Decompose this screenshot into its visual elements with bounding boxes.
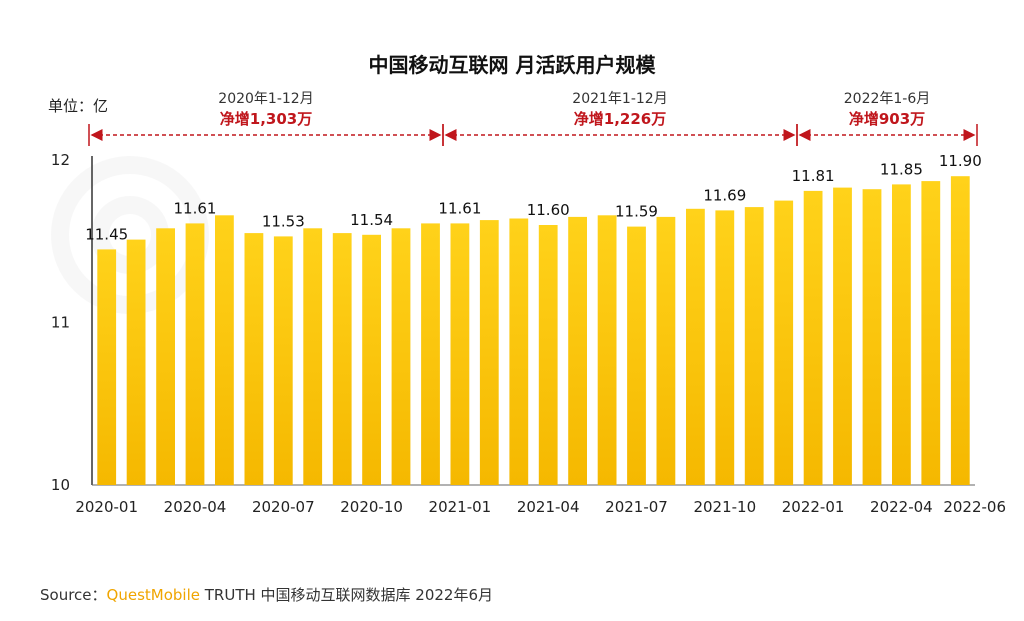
period-range: 2021年1-12月 (572, 91, 667, 107)
bar-2022-04 (892, 184, 911, 485)
bar-2022-01 (803, 190, 823, 485)
bar-2021-05 (568, 216, 587, 485)
data-label: 11.53 (262, 212, 305, 230)
bar-2020-07 (273, 236, 293, 485)
bar-2021-06 (597, 215, 617, 486)
x-tick-label: 2021-04 (517, 498, 580, 516)
bar-2020-06 (244, 233, 264, 485)
bar-series (97, 176, 970, 486)
bar-2021-04 (538, 225, 558, 485)
bar-2020-03 (156, 228, 175, 486)
bar-2021-09 (686, 208, 705, 486)
source-footer: Source：QuestMobile TRUTH 中国移动互联网数据库 2022… (40, 584, 493, 605)
data-labels: 11.45 11.61 11.53 11.54 11.61 11.60 11.59 11.69… (85, 152, 982, 243)
x-tick-label: 2020-01 (75, 498, 138, 516)
bar-2021-08 (656, 216, 676, 485)
bar-2020-01 (97, 249, 117, 485)
x-tick-label: 2022-01 (782, 498, 845, 516)
bar-2021-07 (627, 226, 646, 485)
period-growth: 净增903万 (849, 110, 925, 128)
bar-2020-10 (362, 234, 381, 485)
data-label: 11.69 (703, 186, 746, 204)
y-axis: 10 11 12 (51, 151, 975, 494)
source-prefix: Source： (40, 586, 107, 604)
source-rest: TRUTH 中国移动互联网数据库 2022年6月 (199, 586, 494, 604)
bar-2020-08 (303, 228, 323, 486)
bar-2022-02 (833, 187, 852, 485)
data-label: 11.45 (85, 225, 128, 243)
data-label: 11.60 (527, 201, 570, 219)
bar-2020-11 (391, 228, 411, 486)
bar-2020-09 (332, 233, 352, 485)
x-tick-label: 2020-04 (164, 498, 227, 516)
x-tick-label: 2021-10 (693, 498, 756, 516)
x-tick-label: 2021-01 (429, 498, 492, 516)
x-tick-label: 2022-06 (943, 498, 1006, 516)
bar-2020-04 (185, 223, 205, 485)
bar-2022-05 (921, 181, 941, 485)
bar-2021-12 (774, 200, 794, 485)
data-label: 11.90 (939, 152, 982, 170)
bar-2022-06 (950, 176, 970, 485)
bar-2021-10 (715, 210, 735, 485)
data-label: 11.85 (880, 160, 923, 178)
x-axis: 2020-01 2020-04 2020-07 2020-10 2021-01 2021-… (75, 498, 1006, 516)
data-label: 11.59 (615, 203, 658, 221)
period-growth: 净增1,226万 (574, 110, 666, 128)
y-tick-label: 12 (51, 151, 70, 169)
period-range: 2022年1-6月 (844, 91, 931, 107)
bar-2020-05 (215, 215, 234, 486)
bar-2021-03 (509, 218, 529, 485)
period-range: 2020年1-12月 (218, 91, 313, 107)
data-label: 11.61 (438, 199, 481, 217)
x-tick-label: 2020-10 (340, 498, 403, 516)
period-annotations: 2020年1-12月净增1,303万2021年1-12月净增1,226万2022… (88, 91, 978, 146)
data-label: 11.61 (174, 199, 217, 217)
unit-label: 单位：亿 (48, 97, 108, 115)
y-tick-label: 11 (51, 314, 70, 332)
y-tick-label: 10 (51, 476, 70, 494)
data-label: 11.54 (350, 211, 393, 229)
data-label: 11.81 (792, 167, 835, 185)
x-tick-label: 2022-04 (870, 498, 933, 516)
bar-2022-03 (862, 189, 882, 485)
bar-2021-02 (479, 220, 499, 485)
bar-2020-12 (421, 223, 440, 485)
bar-2021-01 (450, 223, 470, 485)
x-tick-label: 2021-07 (605, 498, 668, 516)
source-brand: QuestMobile (106, 586, 200, 604)
bar-2021-11 (744, 207, 764, 485)
chart-title: 中国移动互联网 月活跃用户规模 (369, 53, 657, 77)
bar-2020-02 (126, 239, 146, 485)
x-tick-label: 2020-07 (252, 498, 315, 516)
period-growth: 净增1,303万 (220, 110, 312, 128)
